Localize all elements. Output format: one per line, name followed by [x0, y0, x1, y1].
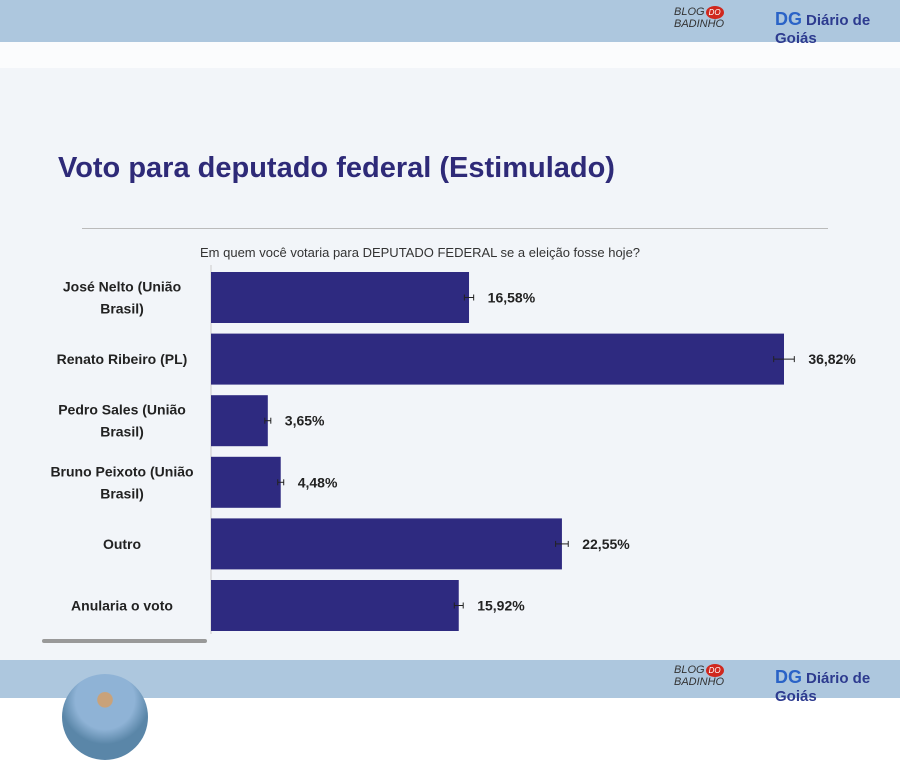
data-label: 15,92% [477, 598, 525, 614]
diario-de-goias-logo: DG Diário de Goiás [775, 9, 871, 47]
blog-do-badinho-logo: BLOG DO BADINHO [674, 6, 725, 30]
category-label: Brasil) [100, 485, 144, 501]
data-label: 3,65% [285, 413, 325, 429]
category-label: Brasil) [100, 301, 144, 317]
bar [211, 518, 562, 570]
scrollbar[interactable] [42, 639, 207, 643]
category-label: Pedro Sales (União [58, 402, 186, 418]
presenter-avatar [62, 674, 148, 760]
category-label: José Nelto (União [63, 279, 181, 295]
bar [211, 395, 268, 447]
diario-de-goias-logo-bottom: DG Diário de Goiás [775, 667, 871, 705]
category-label: Renato Ribeiro (PL) [57, 351, 188, 367]
category-label: Brasil) [100, 424, 144, 440]
top-banner [0, 0, 900, 42]
bar-chart: 16,58% José Nelto (União Brasil) 36,82% Rena… [50, 265, 856, 634]
divider [82, 228, 828, 229]
bar [211, 456, 281, 508]
data-label: 22,55% [582, 536, 630, 552]
bottom-banner [0, 660, 900, 698]
data-label: 16,58% [488, 290, 536, 306]
data-label: 4,48% [298, 474, 338, 490]
blog-do-badinho-logo-bottom: BLOG DO BADINHO [674, 664, 725, 688]
bar [211, 580, 459, 631]
slide-header-strip [0, 42, 900, 68]
data-label: 36,82% [808, 351, 856, 367]
bar [211, 272, 470, 323]
category-label: Outro [103, 536, 141, 552]
category-label: Bruno Peixoto (União [50, 463, 193, 479]
bar [211, 333, 784, 385]
chart-title: Voto para deputado federal (Estimulado) [58, 152, 615, 184]
category-label: Anularia o voto [71, 598, 173, 614]
chart-subtitle: Em quem você votaria para DEPUTADO FEDER… [200, 245, 641, 260]
